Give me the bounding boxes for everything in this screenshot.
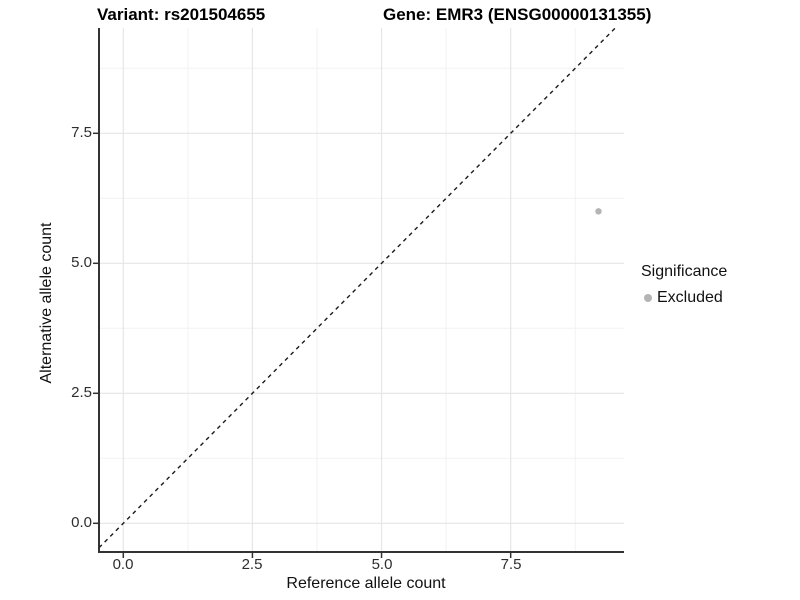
y-tick-label-3: 7.5	[71, 124, 92, 141]
plot-title-variant: Variant: rs201504655	[97, 5, 266, 24]
y-tick-label-0: 0.0	[71, 514, 92, 531]
legend: Significance Excluded	[641, 262, 727, 307]
excluded-point-icon	[644, 294, 652, 302]
legend-item-label: Excluded	[657, 289, 723, 306]
plot-title-gene: Gene: EMR3 (ENSG00000131355)	[383, 5, 652, 24]
legend-item-excluded: Excluded	[641, 289, 727, 307]
y-tick-label-2: 5.0	[71, 254, 92, 271]
y-axis-label: Alternative allele count	[38, 222, 55, 384]
y-tick-label-1: 2.5	[71, 384, 92, 401]
x-tick-label-3: 7.5	[500, 556, 522, 573]
data-point-excluded	[595, 208, 602, 215]
x-tick-label-0: 0.0	[112, 556, 134, 573]
identity-reference-line	[98, 27, 616, 549]
legend-title: Significance	[641, 263, 728, 280]
x-tick-label-1: 2.5	[241, 556, 263, 573]
x-axis-label: Reference allele count	[286, 575, 446, 592]
x-tick-label-2: 5.0	[371, 556, 393, 573]
